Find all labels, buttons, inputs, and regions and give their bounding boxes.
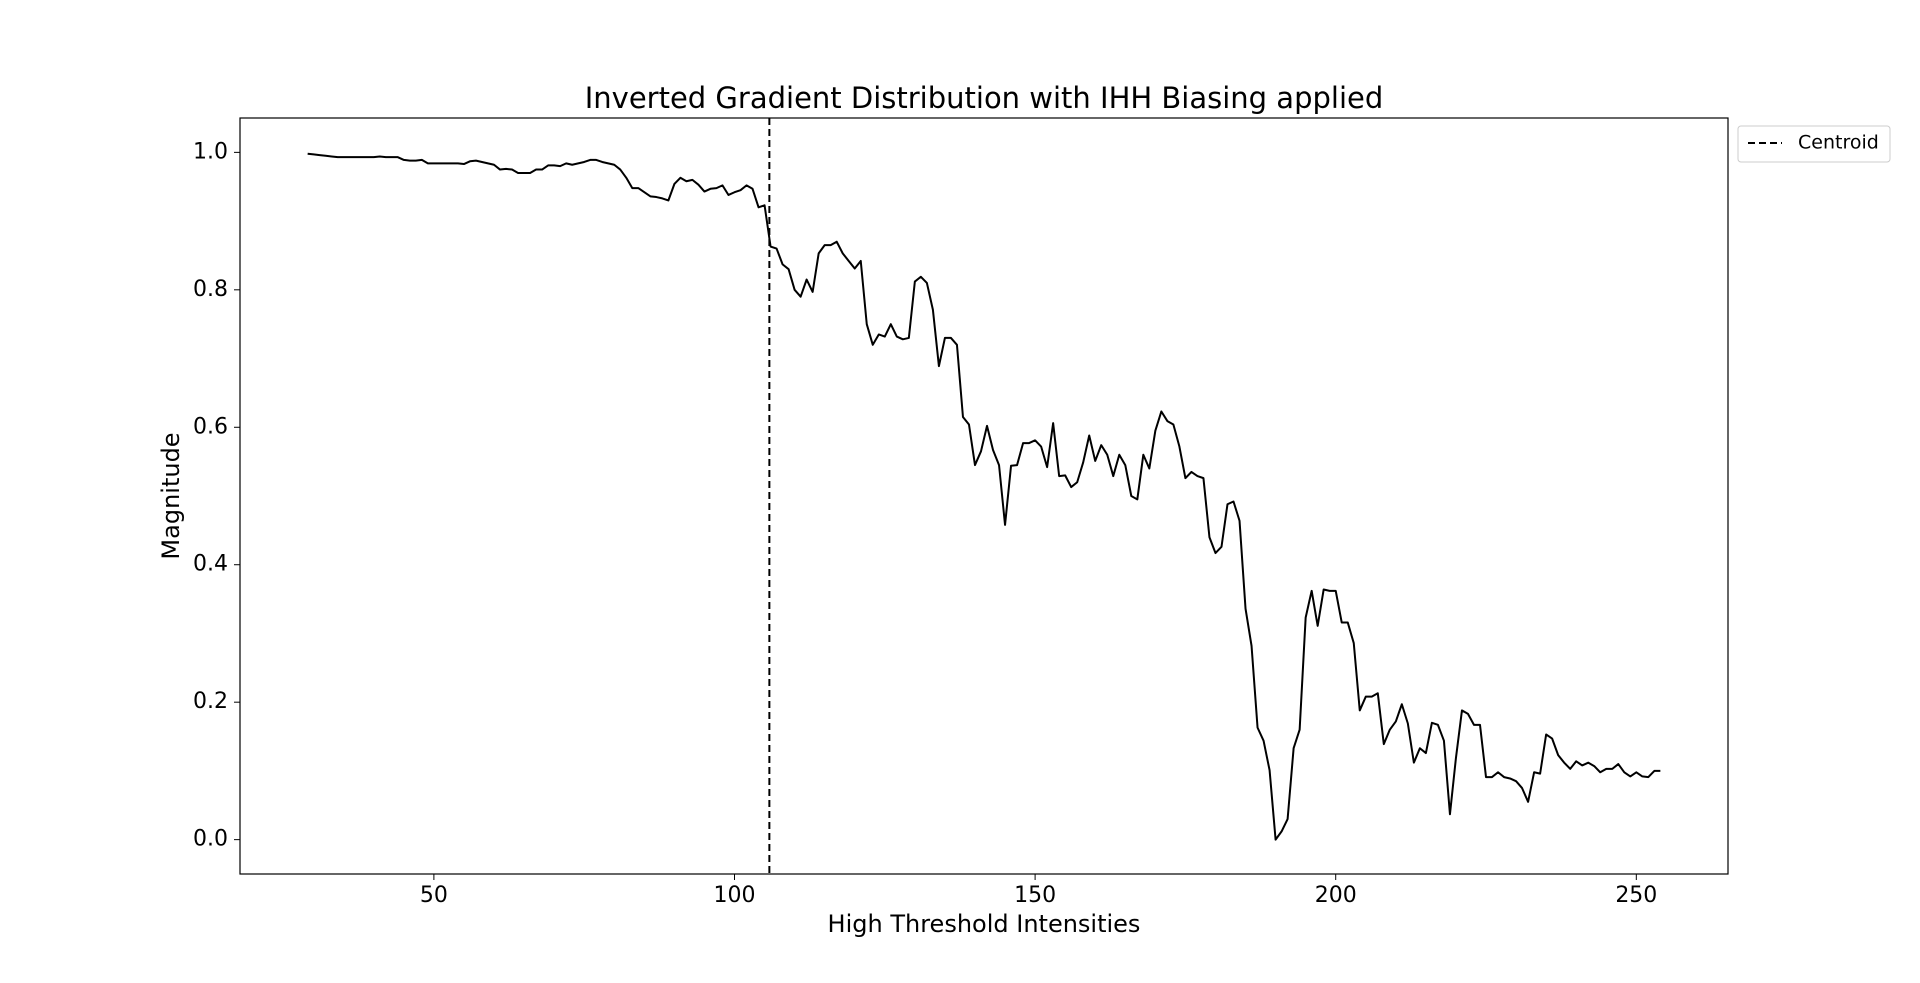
- x-tick-label: 100: [713, 883, 755, 908]
- x-axis-label: High Threshold Intensities: [828, 910, 1141, 938]
- y-tick-label: 0.2: [193, 689, 228, 714]
- data-line: [307, 152, 1661, 841]
- legend-box: [1737, 125, 1891, 163]
- y-tick-label: 0.4: [193, 552, 228, 577]
- y-tick-label: 0.0: [193, 827, 228, 852]
- y-tick-label: 0.8: [193, 277, 228, 302]
- x-tick-label: 200: [1315, 883, 1357, 908]
- y-tick-label: 0.6: [193, 414, 228, 439]
- chart-title: Inverted Gradient Distribution with IHH …: [585, 81, 1384, 115]
- x-tick-label: 150: [1014, 883, 1056, 908]
- x-tick-label: 50: [420, 883, 448, 908]
- y-axis-label: Magnitude: [157, 432, 185, 559]
- axes-frame: [239, 117, 1729, 875]
- x-tick-label: 250: [1615, 883, 1657, 908]
- legend-label: Centroid: [1798, 132, 1879, 154]
- y-tick-label: 1.0: [193, 139, 228, 164]
